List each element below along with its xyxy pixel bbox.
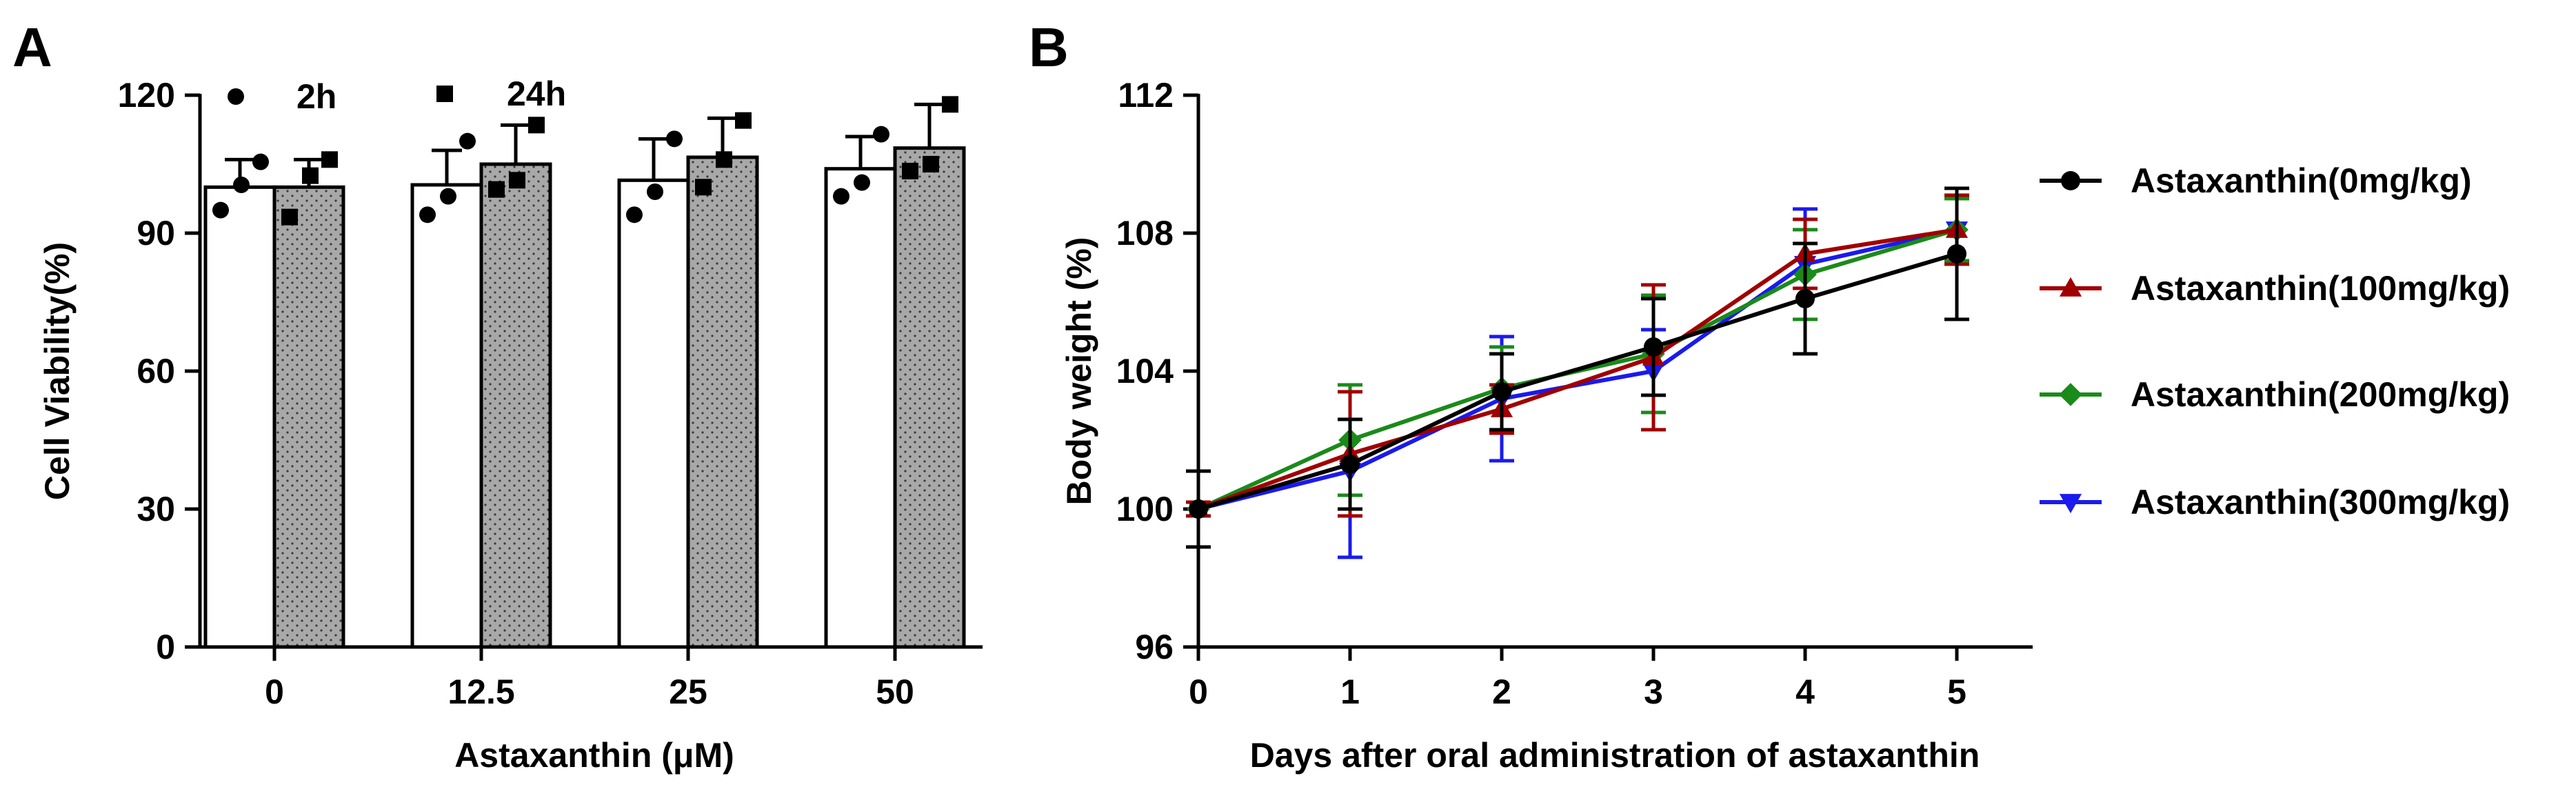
bar-2h (410, 183, 483, 649)
y-tick-label-b: 100 (1116, 490, 1174, 528)
data-point (1340, 455, 1360, 474)
series-Astaxanthin(0mg/kg) (1186, 186, 1969, 549)
y-tick-label-a: 90 (137, 214, 175, 252)
y-tick-label-a: 120 (118, 76, 175, 114)
y-tick-label-a: 60 (137, 352, 175, 390)
y-tick-label-b: 112 (1118, 76, 1174, 114)
data-point-24h (281, 208, 298, 226)
data-point-24h (321, 151, 338, 168)
series-Astaxanthin(100mg/kg) (1186, 193, 1969, 518)
x-tick-label-b: 0 (1189, 673, 1208, 711)
data-point-24h (942, 96, 958, 113)
x-tick-label-b: 2 (1492, 673, 1511, 711)
panel-label-a: A (12, 17, 52, 78)
y-tick-label-b: 96 (1135, 628, 1174, 666)
data-point-2h (873, 126, 889, 143)
x-tick-label-b: 1 (1340, 673, 1360, 711)
y-tick-label-a: 0 (156, 628, 175, 666)
y-tick-label-a: 30 (137, 490, 175, 528)
data-point-2h (647, 183, 663, 200)
series-Astaxanthin(300mg/kg) (1186, 193, 1969, 559)
x-tick-label-a: 25 (669, 673, 707, 711)
y-tick-label-b: 108 (1116, 214, 1174, 252)
data-point (1492, 382, 1511, 401)
data-point-2h (233, 177, 250, 193)
data-point-24h (302, 167, 319, 184)
data-point-2h (666, 130, 683, 148)
data-point-2h (419, 206, 436, 223)
data-point-24h (923, 156, 939, 172)
data-point-2h (212, 201, 229, 219)
x-axis-title-b: Days after oral administration of astaxa… (1250, 736, 1980, 775)
data-point-2h (459, 132, 476, 150)
data-point-2h (440, 188, 456, 205)
legend-marker (2061, 171, 2080, 190)
data-point-24h (488, 181, 505, 198)
legend-label-b: Astaxanthin(100mg/kg) (2131, 269, 2510, 308)
data-point (1947, 244, 1966, 263)
data-point-24h (695, 179, 712, 196)
data-point (1644, 337, 1663, 357)
x-tick-label-b: 3 (1644, 673, 1663, 711)
legend-marker-2h (228, 88, 244, 105)
data-point (1795, 289, 1815, 308)
x-tick-label-a: 12.5 (447, 673, 514, 711)
bar-chart-panel-a: 0 30 60 90 120 0 12.5 25 50 Astaxanthin (μM) Cell … (38, 74, 983, 775)
x-tick-label-a: 50 (876, 673, 914, 711)
data-point-2h (854, 174, 870, 191)
y-tick-label-b: 104 (1116, 352, 1174, 390)
data-point-2h (252, 153, 269, 170)
legend-label-b: Astaxanthin(200mg/kg) (2131, 375, 2510, 414)
legend-label-a: 24h (507, 74, 566, 113)
data-point-24h (716, 151, 732, 168)
bar-24h (272, 185, 345, 649)
bar-2h (617, 178, 690, 649)
legend-label-a: 2h (296, 77, 336, 116)
line-chart-panel-b: 96 100 104 108 112 0 1 2 3 4 5 Days after oral admi… (1060, 76, 2510, 775)
bar-24h (479, 162, 552, 649)
bar-24h (686, 155, 759, 649)
legend-marker (2059, 383, 2082, 406)
bar-2h (824, 167, 897, 649)
data-point-24h (509, 172, 525, 189)
bar-24h (893, 146, 966, 649)
legend-label-b: Astaxanthin(300mg/kg) (2131, 483, 2510, 521)
data-point-24h (902, 163, 918, 179)
panel-label-b: B (1029, 17, 1069, 78)
y-axis-title-b: Body weight (%) (1060, 237, 1098, 506)
legend-marker-24h (436, 86, 453, 102)
data-point-2h (626, 206, 643, 223)
series-line (1198, 252, 1958, 511)
x-tick-label-a: 0 (265, 673, 284, 711)
legend-marker (2059, 277, 2082, 297)
legend-label-b: Astaxanthin(0mg/kg) (2131, 161, 2472, 200)
bar-2h (203, 185, 276, 649)
data-point-24h (528, 117, 545, 134)
series-line (1197, 228, 1958, 511)
x-tick-label-b: 5 (1947, 673, 1966, 711)
x-tick-label-b: 4 (1795, 673, 1815, 711)
legend-marker (2059, 494, 2082, 514)
data-point-2h (833, 188, 849, 205)
data-point-24h (735, 112, 752, 129)
x-axis-title-a: Astaxanthin (μM) (454, 736, 734, 775)
y-axis-title-a: Cell Viability(%) (38, 242, 77, 500)
